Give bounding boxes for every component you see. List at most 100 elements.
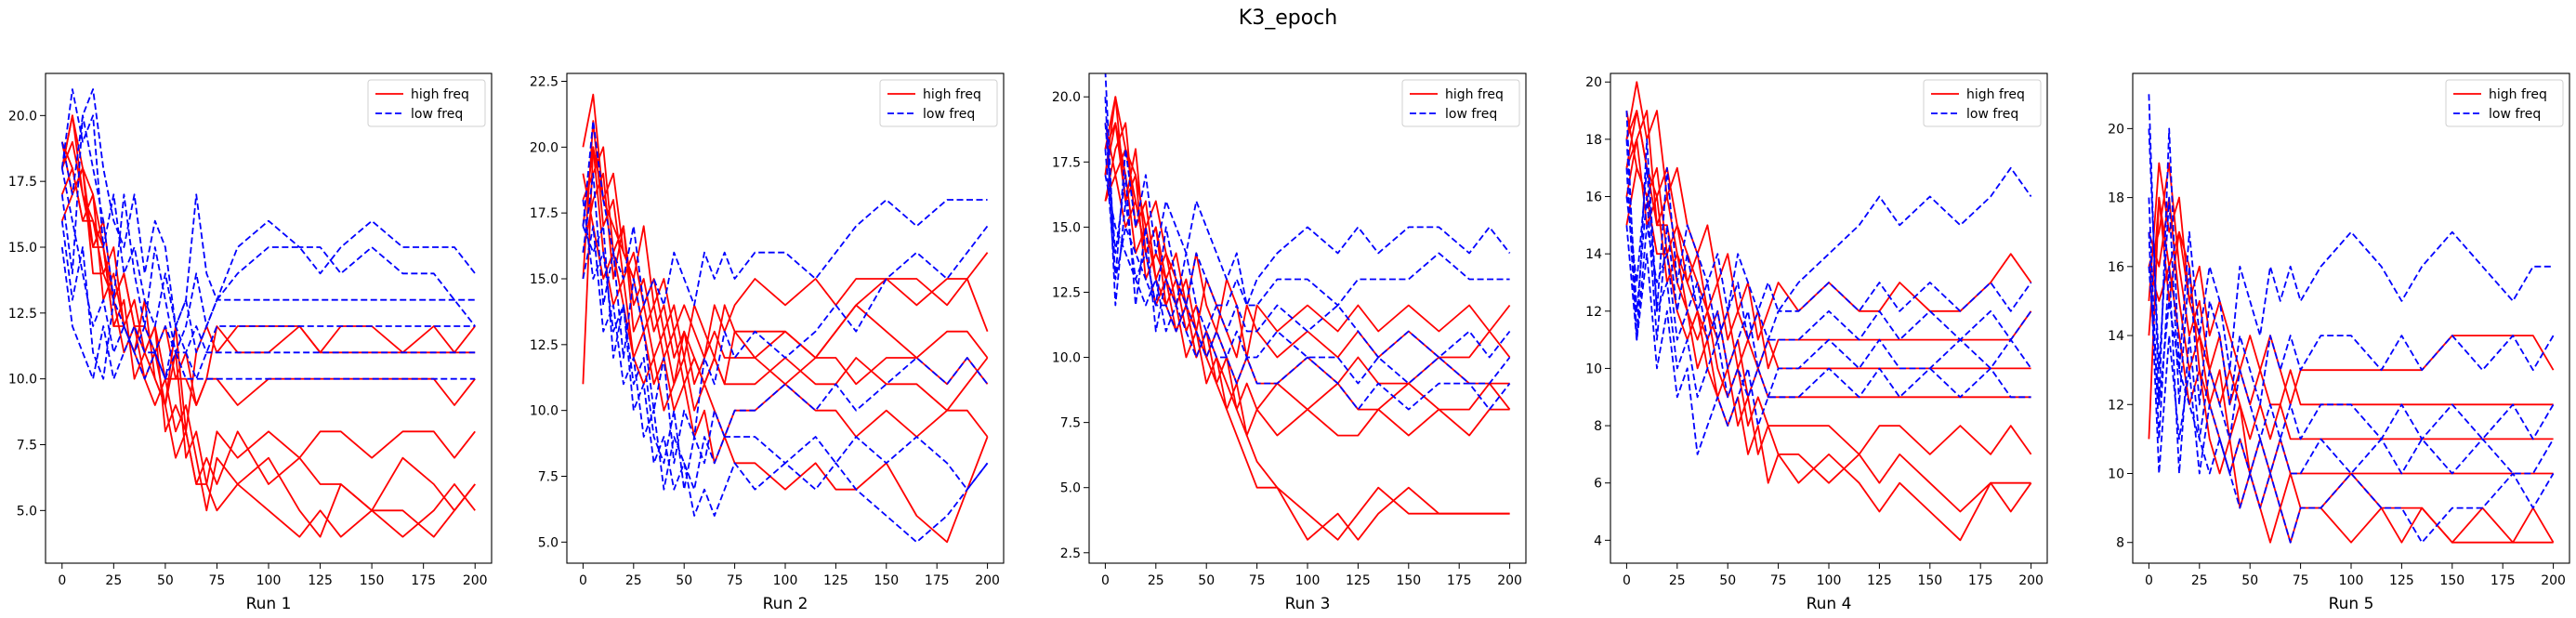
x-tick-label: 0 [2145,573,2153,588]
legend-box [1401,79,1520,127]
y-tick-label: 20.0 [8,109,37,124]
y-tick-label: 20 [2108,122,2124,137]
series-group [1104,73,1511,541]
x-tick-label: 150 [874,573,899,588]
y-tick-label: 16 [1585,191,1602,205]
low-freq-line-5 [582,225,989,544]
x-tick-label: 200 [975,573,1000,588]
legend-label: low freq [1445,107,1497,122]
subplot-2: 0 25 50 75 100 125 150 175 200 5.0 7.5 10.0 12.5 15.0… [530,72,1005,613]
subplot-1: 0 25 50 75 100 125 150 175 200 5.0 7.5 10.0 12.5 15.0… [8,72,493,613]
legend-label: low freq [923,107,975,122]
x-tick-label: 175 [1447,573,1472,588]
x-tick-label: 25 [1669,573,1686,588]
legend-label: high freq [411,87,469,102]
y-tick-label: 20.0 [530,140,559,155]
y-tick-label: 8 [2116,536,2124,551]
subplot-5: 0 25 50 75 100 125 150 175 200 8 10 12 14 16 18 20 Run 5… [2108,72,2570,613]
y-tick-label: 12.5 [8,307,37,322]
x-tick-label: 150 [360,573,385,588]
y-tick-label: 20.0 [1052,90,1081,105]
y-tick-label: 5.0 [1060,481,1081,496]
y-tick-label: 7.5 [538,470,559,485]
x-tick-label: 0 [579,573,587,588]
figure-suptitle: K3_epoch [1239,7,1337,30]
subplot-xlabel: Run 3 [1285,595,1331,613]
high-freq-line-6 [1104,96,1510,541]
x-tick-label: 75 [727,573,743,588]
x-tick-label: 200 [1497,573,1522,588]
x-tick-label: 100 [1295,573,1321,588]
x-tick-label: 125 [823,573,848,588]
low-freq-line-2 [1104,97,1510,307]
low-freq-line-5 [2148,266,2555,544]
subplots: 0 25 50 75 100 125 150 175 2005.07.510.012.515.0… [8,72,2570,613]
high-freq-line-2 [2148,162,2554,406]
y-tick-label: 17.5 [530,206,559,221]
y-tick-label: 10 [1585,362,1602,376]
x-tick-label: 150 [2439,573,2464,588]
y-tick-label: 12.5 [1052,285,1081,300]
high-freq-line-1 [1625,81,2032,341]
x-tick-label: 100 [1817,573,1842,588]
y-tick-label: 15.0 [8,241,37,256]
y-tick-label: 20 [1585,75,1602,90]
low-freq-line-4 [2148,231,2555,475]
y-tick-label: 17.5 [1052,155,1081,170]
high-freq-line-5 [582,172,989,438]
x-tick-label: 75 [209,573,226,588]
x-tick-label: 25 [2191,573,2208,588]
x-tick-label: 100 [2339,573,2364,588]
y-tick-label: 5.0 [538,535,559,550]
legend-box [367,79,486,127]
low-freq-line-1 [2148,94,2554,406]
legend-label: high freq [923,87,981,102]
x-tick-label: 0 [58,573,66,588]
x-tick-label: 150 [1396,573,1421,588]
x-tick-label: 100 [773,573,798,588]
x-tick-label: 100 [256,573,282,588]
legend-label: low freq [1966,107,2018,122]
y-tick-label: 2.5 [1060,546,1081,561]
x-tick-label: 125 [308,573,333,588]
low-freq-line-4 [582,225,989,491]
x-tick-label: 50 [157,573,174,588]
high-freq-line-5 [1625,110,2032,455]
y-tick-label: 12 [2108,398,2124,413]
legend: high freq low freq [1401,79,1520,127]
high-freq-line-3 [60,167,476,485]
legend-box [879,79,998,127]
x-tick-label: 75 [2293,573,2309,588]
high-freq-line-5 [60,167,476,538]
x-tick-label: 50 [1719,573,1736,588]
y-tick-label: 5.0 [17,504,37,519]
subplot-xlabel: Run 1 [246,595,292,613]
subplot-xlabel: Run 4 [1807,595,1852,613]
legend-box [1923,79,2042,127]
x-tick-label: 175 [1968,573,1993,588]
y-tick-label: 4 [1594,533,1602,548]
y-tick-label: 10.0 [1052,351,1081,366]
x-tick-label: 50 [2241,573,2258,588]
y-tick-label: 7.5 [1060,416,1081,431]
series-group [60,88,476,538]
x-tick-label: 175 [411,573,436,588]
legend-label: low freq [411,107,463,122]
x-tick-label: 175 [2491,573,2516,588]
x-tick-label: 0 [1623,573,1631,588]
subplot-3: 0 25 50 75 100 125 150 175 200 2.5 5.0 7.5 10.0 12.5 1… [1052,72,1527,613]
low-freq-line-2 [1625,138,2032,341]
low-freq-line-3 [2148,197,2555,475]
y-tick-label: 18 [2108,191,2124,206]
high-freq-line-6 [582,146,989,544]
y-tick-label: 8 [1594,419,1602,434]
legend-label: high freq [1445,87,1504,102]
x-tick-label: 50 [676,573,692,588]
x-tick-label: 150 [1917,573,1942,588]
x-tick-label: 125 [1867,573,1892,588]
x-tick-label: 125 [1346,573,1371,588]
x-tick-label: 75 [1770,573,1787,588]
x-tick-label: 125 [2389,573,2414,588]
low-freq-line-5 [1104,175,1511,411]
